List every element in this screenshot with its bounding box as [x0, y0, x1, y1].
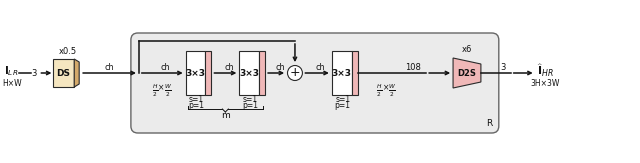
- Text: 108: 108: [405, 64, 421, 73]
- Text: $\frac{H}{2}$: $\frac{H}{2}$: [376, 83, 383, 99]
- Polygon shape: [53, 59, 74, 87]
- Text: $\mathbf{I}_{LR}$: $\mathbf{I}_{LR}$: [4, 64, 19, 78]
- FancyBboxPatch shape: [131, 33, 499, 133]
- Text: 3×3: 3×3: [239, 68, 259, 77]
- Text: D2S: D2S: [458, 68, 476, 77]
- Text: p=1: p=1: [189, 102, 205, 111]
- Text: H×W: H×W: [2, 79, 21, 88]
- Text: m: m: [221, 111, 230, 120]
- Bar: [205, 51, 211, 95]
- Text: ch: ch: [104, 64, 114, 73]
- Text: s=1: s=1: [335, 95, 350, 104]
- Text: x6: x6: [462, 45, 472, 54]
- Bar: [259, 51, 265, 95]
- Text: $\times$: $\times$: [382, 83, 389, 92]
- Text: $\frac{W}{2}$: $\frac{W}{2}$: [388, 83, 396, 99]
- Text: 3H×3W: 3H×3W: [531, 79, 560, 88]
- Text: s=1: s=1: [243, 95, 258, 104]
- Polygon shape: [453, 58, 481, 88]
- Text: +: +: [290, 66, 300, 79]
- Text: p=1: p=1: [335, 102, 351, 111]
- Text: ch: ch: [225, 64, 234, 73]
- Bar: [332, 51, 351, 95]
- Text: ch: ch: [315, 64, 324, 73]
- Bar: [186, 51, 205, 95]
- Text: ch: ch: [275, 64, 285, 73]
- Text: DS: DS: [56, 68, 70, 77]
- Text: 3×3: 3×3: [332, 68, 352, 77]
- Bar: [351, 51, 358, 95]
- Text: ch: ch: [161, 64, 170, 73]
- Text: 3×3: 3×3: [186, 68, 205, 77]
- Text: R: R: [486, 119, 492, 128]
- Bar: [239, 51, 259, 95]
- Text: 3: 3: [32, 68, 37, 77]
- Circle shape: [287, 66, 303, 81]
- Text: s=1: s=1: [189, 95, 204, 104]
- Polygon shape: [74, 59, 79, 87]
- Text: $\frac{H}{2}$: $\frac{H}{2}$: [152, 83, 158, 99]
- Text: 3: 3: [500, 64, 506, 73]
- Text: p=1: p=1: [242, 102, 258, 111]
- Text: $\frac{W}{2}$: $\frac{W}{2}$: [164, 83, 172, 99]
- Text: $\times$: $\times$: [157, 83, 164, 92]
- Text: x0.5: x0.5: [59, 47, 77, 57]
- Text: $\widehat{\mathbf{I}}_{HR}$: $\widehat{\mathbf{I}}_{HR}$: [537, 63, 554, 79]
